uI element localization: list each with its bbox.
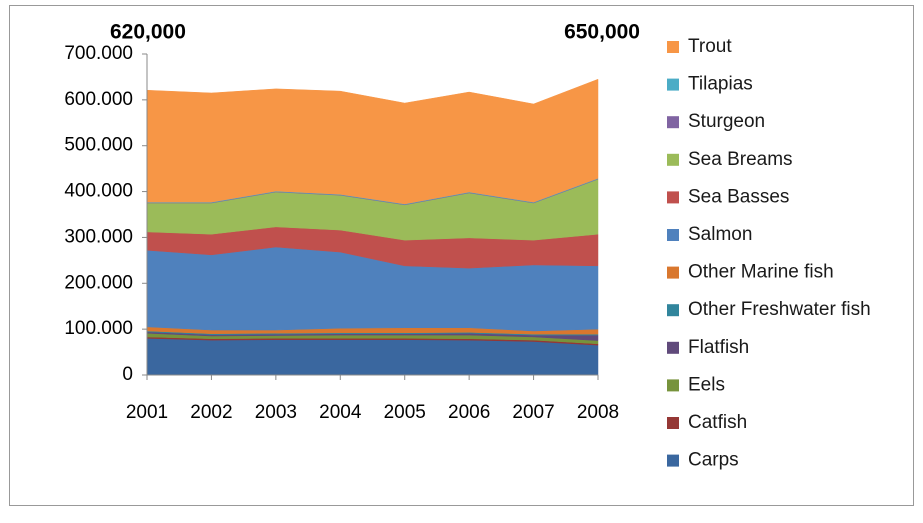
x-tick-label: 2001 bbox=[126, 402, 168, 423]
annotation: 620,000 bbox=[110, 21, 186, 44]
x-tick-label: 2003 bbox=[255, 402, 297, 423]
area bbox=[146, 338, 599, 376]
y-tick-label: 700.000 bbox=[64, 43, 133, 64]
legend-label: Sea Basses bbox=[688, 186, 789, 207]
x-tick-label: 2004 bbox=[319, 402, 362, 423]
y-tick-label: 200.000 bbox=[64, 272, 133, 293]
legend-swatch bbox=[667, 191, 679, 204]
x-tick-label: 2005 bbox=[384, 402, 426, 423]
legend-label: Other Freshwater fish bbox=[688, 299, 871, 320]
legend-label: Catfish bbox=[688, 412, 747, 433]
legend-label: Flatfish bbox=[688, 337, 749, 358]
legend-swatch bbox=[667, 116, 679, 129]
legend-swatch bbox=[667, 417, 679, 429]
legend-label: Tilapias bbox=[688, 74, 753, 95]
y-tick-label: 600.000 bbox=[64, 89, 133, 110]
x-tick-label: 2006 bbox=[448, 402, 490, 423]
legend-swatch bbox=[667, 78, 679, 91]
x-tick-label: 2007 bbox=[512, 402, 554, 423]
y-tick-label: 0 bbox=[122, 364, 133, 385]
legend-label: Sturgeon bbox=[688, 111, 765, 132]
legend-swatch bbox=[667, 266, 679, 279]
x-tick-label: 2008 bbox=[577, 402, 619, 423]
legend-swatch bbox=[667, 304, 679, 317]
legend-swatch bbox=[667, 153, 679, 166]
area bbox=[146, 78, 599, 205]
legend-swatch bbox=[667, 341, 679, 354]
legend-label: Carps bbox=[688, 450, 739, 471]
legend-label: Other Marine fish bbox=[688, 262, 834, 283]
legend-label: Eels bbox=[688, 374, 725, 395]
legend-label: Sea Breams bbox=[688, 149, 793, 170]
annotation: 650,000 bbox=[564, 21, 640, 44]
legend-swatch bbox=[667, 229, 679, 241]
y-tick-label: 500.000 bbox=[64, 135, 133, 156]
legend-swatch bbox=[667, 379, 679, 392]
y-tick-label: 100.000 bbox=[64, 318, 133, 339]
legend-swatch bbox=[667, 41, 679, 53]
y-tick-label: 400.000 bbox=[64, 181, 133, 202]
y-tick-label: 300.000 bbox=[64, 226, 133, 247]
legend-label: Trout bbox=[688, 36, 732, 57]
legend-swatch bbox=[667, 454, 679, 467]
legend-label: Salmon bbox=[688, 224, 752, 245]
x-tick-label: 2002 bbox=[190, 402, 232, 423]
